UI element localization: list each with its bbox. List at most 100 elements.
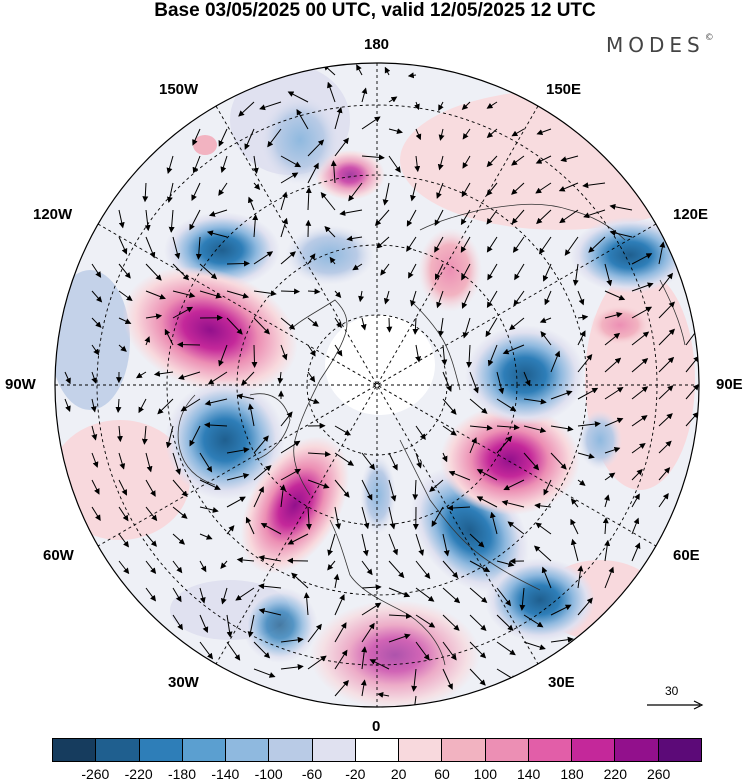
wind-arrow [408, 263, 417, 279]
wind-arrow [118, 209, 125, 229]
wind-arrow [442, 398, 457, 415]
wind-arrow [469, 424, 493, 431]
wind-arrow [199, 533, 213, 540]
wind-arrow [658, 413, 673, 427]
wind-arrow [496, 560, 515, 568]
wind-arrow [226, 290, 250, 299]
colorbar-cell [226, 739, 270, 761]
wind-arrow [507, 521, 525, 535]
colorbar-cell [96, 739, 140, 761]
wind-arrow [360, 317, 367, 331]
wind-arrow [361, 584, 382, 591]
wind-arrow [141, 425, 148, 445]
wind-arrow [280, 317, 296, 330]
wind-arrow [382, 182, 390, 206]
wind-arrow [376, 236, 390, 249]
colorbar-cell [485, 739, 529, 761]
wind-arrow [247, 403, 255, 427]
wind-arrow [348, 182, 363, 202]
wind-arrow [172, 506, 188, 519]
wind-arrow [238, 101, 255, 117]
wind-arrow [204, 398, 228, 406]
wind-arrow [469, 533, 485, 548]
wind-arrow [429, 479, 444, 493]
wind-arrow [460, 236, 471, 253]
colorbar-tick-label: 260 [646, 766, 671, 782]
colorbar-tick-label: 60 [434, 766, 450, 782]
wind-arrow [305, 187, 312, 211]
wind-arrow [503, 479, 525, 491]
wind-arrow [334, 290, 342, 299]
colorbar-tick-label: 140 [516, 766, 541, 782]
wind-arrow [469, 398, 488, 414]
wind-arrow [157, 398, 174, 415]
wind-arrow [502, 344, 525, 355]
wind-arrow [241, 371, 255, 386]
wind-arrow [435, 263, 444, 281]
wind-arrow [486, 128, 498, 139]
wind-arrow [388, 613, 412, 619]
wind-arrow [327, 81, 336, 103]
wind-arrow [334, 106, 343, 130]
wind-arrow [631, 282, 654, 292]
wind-arrow [486, 290, 498, 309]
wind-arrow [253, 251, 274, 265]
wind-arrow [604, 417, 624, 427]
colorbar-cell [615, 739, 659, 761]
wind-arrow [334, 479, 350, 498]
wind-arrow [199, 614, 209, 634]
wind-arrow [91, 317, 102, 328]
wind-arrow [253, 641, 271, 659]
wind-arrow [513, 290, 525, 307]
wind-arrow [118, 479, 127, 496]
wind-arrow [476, 469, 498, 481]
wind-arrow [280, 191, 288, 211]
wind-arrow [204, 422, 228, 428]
wind-arrow [447, 504, 471, 511]
wind-arrow [145, 263, 162, 281]
lon-label-30w: 30W [168, 674, 199, 691]
wind-arrow [577, 565, 584, 589]
wind-arrow [346, 235, 363, 242]
reference-vector-label: 30 [665, 684, 679, 698]
wind-arrow [177, 341, 201, 348]
wind-arrow [118, 560, 130, 575]
wind-arrow [258, 555, 282, 562]
wind-arrow [442, 641, 457, 661]
wind-arrow [535, 182, 552, 194]
wind-arrow [658, 241, 666, 265]
wind-arrow [195, 236, 202, 260]
colorbar-cell [442, 739, 486, 761]
wind-arrow [460, 209, 471, 226]
wind-arrow [360, 679, 367, 697]
wind-arrow [258, 608, 282, 616]
colorbar-tick-label: -20 [345, 766, 366, 782]
wind-arrow [91, 290, 103, 303]
wind-arrow [631, 443, 646, 454]
wind-arrow [191, 182, 201, 202]
wind-arrow [307, 344, 316, 357]
wind-arrow [226, 614, 233, 638]
wind-arrow [631, 253, 653, 265]
wind-arrow [91, 479, 100, 495]
wind-arrow [383, 290, 390, 305]
wind-arrow [550, 390, 573, 400]
wind-arrow [558, 182, 579, 192]
wind-arrow [577, 290, 585, 306]
lon-label-90e: 90E [716, 376, 743, 393]
wind-vectors [64, 64, 699, 707]
wind-arrow [462, 155, 471, 169]
wind-arrow [352, 263, 363, 271]
wind-arrow [280, 484, 286, 508]
wind-arrow [609, 203, 633, 211]
wind-arrow [252, 155, 259, 174]
wind-arrow [253, 317, 270, 335]
wind-arrow [550, 425, 574, 432]
wind-arrow [248, 196, 255, 211]
wind-arrow [434, 209, 444, 226]
wind-arrow [631, 331, 650, 346]
wind-arrow [306, 506, 312, 530]
wind-arrow [189, 425, 201, 447]
wind-arrow [253, 486, 264, 508]
wind-arrow [218, 182, 228, 196]
